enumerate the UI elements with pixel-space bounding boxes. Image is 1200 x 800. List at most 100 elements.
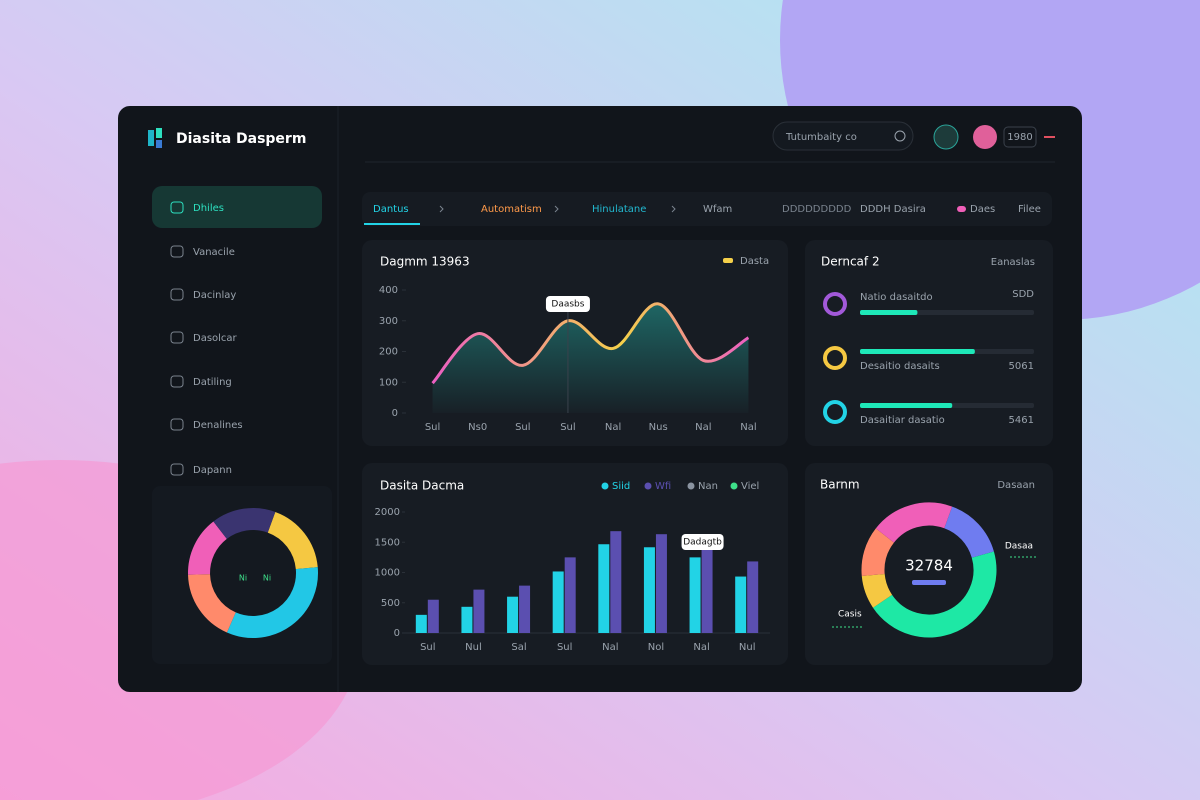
badge	[1003, 126, 1037, 148]
tab[interactable]: Dantus	[373, 204, 409, 215]
chevron	[554, 205, 559, 213]
nav-icon	[170, 245, 184, 258]
donut-segment	[873, 551, 997, 638]
donut-label: Ni	[263, 574, 271, 583]
donut-segment	[188, 573, 237, 633]
x-tick-label: Sul	[420, 642, 435, 653]
donut-segment	[861, 528, 895, 577]
panel-title: Derncaf 2	[821, 255, 880, 269]
nav-icon	[170, 201, 184, 214]
chevron	[439, 205, 444, 213]
y-tick-label: 100	[379, 377, 398, 388]
chart-title: Barnm	[820, 478, 860, 492]
donut-center: 32784	[905, 557, 953, 575]
legend-swatch	[601, 482, 609, 490]
x-tick-label: Sul	[425, 422, 440, 433]
nav-icon	[170, 418, 184, 431]
legend-swatch	[730, 482, 738, 490]
legend-swatch	[687, 482, 695, 490]
nav-item[interactable]: Dacinlay	[193, 290, 236, 301]
donut-segment	[213, 508, 276, 540]
bar	[655, 534, 667, 633]
panel-link[interactable]: Dasaan	[997, 480, 1035, 491]
y-tick-label: 400	[379, 285, 398, 296]
nav-item[interactable]: Vanacile	[193, 247, 235, 258]
bar	[598, 544, 610, 633]
nav-icon	[170, 375, 184, 388]
bar	[519, 585, 531, 633]
tab[interactable]: Wfam	[703, 204, 732, 215]
bar	[461, 606, 473, 633]
y-tick-label: 200	[379, 347, 398, 358]
tab[interactable]: DDDDDDDDD	[782, 204, 852, 215]
bar	[473, 589, 485, 633]
tooltip	[545, 296, 590, 312]
donut-segment	[267, 511, 318, 570]
y-tick-label: 1000	[375, 568, 400, 579]
donut-segment	[188, 521, 228, 575]
donut-segment	[226, 567, 318, 638]
tooltip-text: Daasbs	[551, 300, 584, 310]
avatar[interactable]	[973, 125, 997, 149]
nav-item[interactable]: Dapann	[193, 465, 232, 476]
x-tick-label: Sul	[560, 422, 575, 433]
progress-bar	[860, 349, 975, 354]
donut-segment	[861, 573, 893, 608]
legend-swatch	[644, 482, 652, 490]
donut-pill	[912, 580, 946, 585]
nav-item[interactable]: Denalines	[193, 420, 243, 431]
nav-item[interactable]: Dhiles	[193, 203, 224, 214]
x-tick-label: Nol	[648, 642, 664, 653]
tab[interactable]: Automatism	[481, 204, 542, 215]
bar	[735, 576, 747, 633]
app-title: Diasita Dasperm	[176, 131, 306, 147]
search-box[interactable]	[772, 121, 914, 151]
donut-label: Casis	[838, 610, 862, 620]
item-value: SDD	[1012, 289, 1034, 300]
nav-icon	[170, 463, 184, 476]
search-icon	[894, 130, 906, 142]
donut-segment	[875, 502, 953, 543]
x-tick-label: Sal	[511, 642, 526, 653]
x-tick-label: Nal	[740, 422, 756, 433]
panel	[805, 463, 1053, 665]
tooltip-text: Dadagtb	[683, 538, 722, 548]
item-value: 5061	[1009, 361, 1034, 372]
y-tick-label: 300	[379, 316, 398, 327]
x-tick-label: Sul	[515, 422, 530, 433]
item-icon	[823, 346, 847, 370]
chart-title: Dasita Dacma	[380, 479, 464, 493]
x-tick-label: Nul	[739, 642, 756, 653]
bar	[507, 596, 519, 633]
panel-link[interactable]: Eanaslas	[991, 257, 1035, 268]
legend-label: Siid	[612, 481, 630, 492]
bar	[747, 561, 759, 633]
donut-label: Ni	[239, 574, 247, 583]
tab[interactable]: Hinulatane	[592, 204, 646, 215]
item-value: 5461	[1009, 415, 1034, 426]
tab[interactable]: Daes	[970, 204, 995, 215]
tab-bar	[362, 192, 1052, 226]
nav-item[interactable]: Datiling	[193, 377, 232, 388]
y-tick-label: 0	[394, 628, 400, 639]
item-label: Natio dasaitdo	[860, 292, 933, 303]
tab[interactable]: Filee	[1018, 204, 1041, 215]
bar	[610, 531, 622, 633]
badge-text: 1980	[1007, 132, 1032, 143]
y-tick-label: 500	[381, 598, 400, 609]
y-tick-label: 0	[392, 408, 398, 419]
nav-item[interactable]: Dasolcar	[193, 333, 238, 344]
x-tick-label: Nal	[605, 422, 621, 433]
chevron	[671, 205, 676, 213]
item-icon	[823, 292, 847, 316]
tooltip	[681, 534, 724, 550]
search-placeholder: Tutumbaity co	[785, 132, 857, 143]
item-label: Dasaitiar dasatio	[860, 415, 945, 426]
progress-bar	[860, 310, 918, 315]
legend-label: Dasta	[740, 256, 769, 267]
x-tick-label: Nal	[602, 642, 618, 653]
legend-swatch	[723, 258, 733, 263]
notification-button[interactable]	[933, 124, 959, 150]
y-tick-label: 2000	[375, 507, 400, 518]
tab[interactable]: DDDH Dasira	[860, 204, 926, 215]
